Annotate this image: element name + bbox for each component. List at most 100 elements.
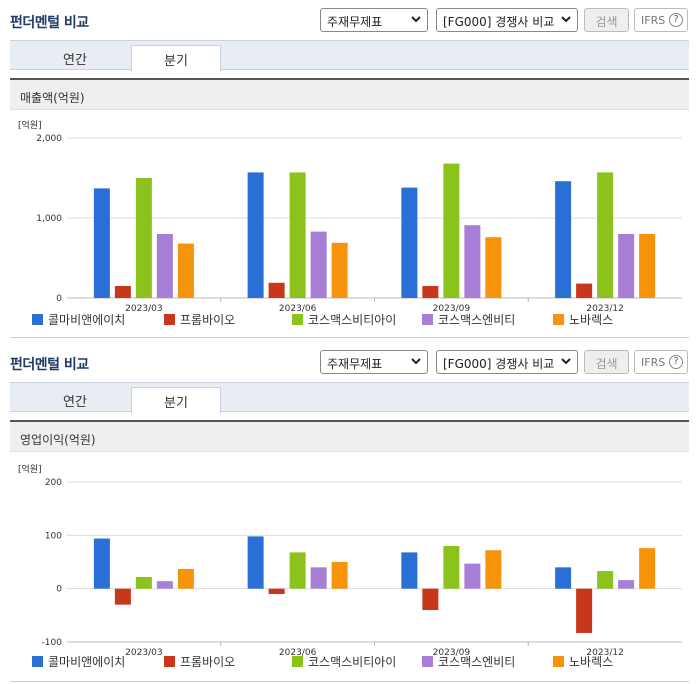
bar (618, 580, 635, 589)
chart-box-title: 매출액(억원) (20, 91, 85, 105)
bar (422, 286, 439, 298)
bar (401, 552, 418, 589)
bar (331, 562, 348, 589)
bar (289, 552, 306, 589)
legend-swatch (422, 656, 433, 667)
bar (331, 242, 348, 298)
bar (401, 187, 418, 298)
bar (618, 234, 635, 298)
legend-label: 코스맥스비티아이 (308, 313, 396, 327)
chart-box-header: 매출액(억원) (10, 80, 689, 110)
unit-label: [억원] (18, 119, 42, 131)
operating-profit-chart: [억원] -100 0 100 200 2023/03 2023/06 2023/09 2023… (18, 463, 682, 669)
bar (464, 225, 481, 298)
x-tick-label: 2023/09 (433, 648, 471, 658)
compare-select-value: [FG000] 경쟁사 비교 (443, 15, 555, 29)
bar (310, 231, 327, 298)
legend-label: 프롬바이오 (180, 655, 235, 669)
bar (639, 234, 656, 298)
bar (443, 163, 460, 298)
tab-quarterly[interactable]: 분기 (131, 45, 221, 72)
bar (639, 548, 656, 589)
legend-label: 프롬바이오 (180, 313, 235, 327)
x-tick-label: 2023/09 (433, 304, 471, 314)
y-tick-label: -100 (42, 638, 63, 648)
bar (114, 588, 131, 605)
period-tabs: 연간 분기 (10, 40, 689, 72)
section-title: 펀더멘털 비교 (10, 357, 89, 373)
statement-select[interactable]: 주재무제표 (320, 350, 428, 374)
legend-label: 콜마비앤에이치 (48, 313, 125, 327)
y-tick-label: 1,000 (36, 214, 62, 224)
fundamental-section-revenue: 펀더멘털 비교 주재무제표 [FG000] 경쟁사 비교 검색 IFRS ? 연… (0, 0, 696, 338)
tab-quarterly[interactable]: 분기 (131, 387, 221, 414)
chart-box-title: 영업이익(억원) (20, 433, 96, 447)
compare-select[interactable]: [FG000] 경쟁사 비교 (436, 350, 578, 374)
bar (289, 172, 306, 298)
bar (485, 550, 502, 589)
x-tick-label: 2023/03 (125, 304, 162, 314)
fundamental-section-operating-profit: 펀더멘털 비교 주재무제표 [FG000] 경쟁사 비교 검색 IFRS ? 연… (0, 342, 696, 684)
chart-box-header: 영업이익(억원) (10, 422, 689, 452)
bar (576, 588, 593, 633)
x-tick-label: 2023/06 (279, 304, 317, 314)
legend-label: 콜마비앤에이치 (48, 655, 125, 669)
bar (135, 576, 152, 589)
compare-select[interactable]: [FG000] 경쟁사 비교 (436, 8, 578, 32)
legend-label: 노바렉스 (569, 655, 613, 669)
bar (576, 283, 593, 298)
chart-box: 매출액(억원) [억원] 0 1,000 2,000 2023/03 2023/06 202… (10, 78, 689, 338)
statement-select-value: 주재무제표 (327, 15, 383, 29)
statement-select[interactable]: 주재무제표 (320, 8, 428, 32)
legend-swatch (292, 656, 303, 667)
x-tick-label: 2023/12 (586, 304, 623, 314)
legend-swatch (553, 656, 564, 667)
bar (247, 172, 264, 298)
bar (114, 286, 131, 298)
bar (555, 567, 572, 589)
legend-swatch (164, 656, 175, 667)
legend-swatch (32, 656, 43, 667)
ifrs-button[interactable]: IFRS ? (634, 350, 688, 374)
search-button[interactable]: 검색 (584, 350, 629, 374)
bar (177, 568, 194, 589)
bar (135, 178, 152, 298)
bar (555, 181, 572, 298)
legend-swatch (422, 314, 433, 325)
revenue-chart: [억원] 0 1,000 2,000 2023/03 2023/06 2023/09 2023… (18, 119, 682, 327)
unit-label: [억원] (18, 463, 42, 475)
bar (485, 237, 502, 298)
y-tick-label: 2,000 (36, 134, 62, 144)
bar (93, 538, 110, 589)
period-tabs: 연간 분기 (10, 382, 689, 414)
legend-swatch (164, 314, 175, 325)
legend-swatch (32, 314, 43, 325)
legend-label: 코스맥스비티아이 (308, 655, 396, 669)
y-tick-label: 100 (45, 531, 62, 541)
tab-annual[interactable]: 연간 (63, 53, 87, 68)
bar (93, 188, 110, 298)
legend-label: 코스맥스엔비티 (438, 655, 515, 669)
ifrs-label: IFRS (641, 14, 666, 27)
help-icon: ? (669, 355, 683, 369)
bar (597, 571, 614, 589)
y-tick-label: 0 (56, 294, 62, 304)
bar (177, 243, 194, 298)
search-button[interactable]: 검색 (584, 8, 629, 32)
ifrs-button[interactable]: IFRS ? (634, 8, 688, 32)
x-tick-label: 2023/03 (125, 648, 162, 658)
legend-swatch (292, 314, 303, 325)
compare-select-value: [FG000] 경쟁사 비교 (443, 357, 555, 371)
chevron-down-icon (411, 358, 421, 365)
chevron-down-icon (411, 16, 421, 23)
bar (156, 581, 173, 589)
chart-box: 영업이익(억원) [억원] -100 0 100 200 2023/03 2023/06 20… (10, 420, 689, 682)
x-tick-label: 2023/06 (279, 648, 317, 658)
chevron-down-icon (561, 358, 571, 365)
legend-label: 노바렉스 (569, 313, 613, 327)
section-header: 펀더멘털 비교 주재무제표 [FG000] 경쟁사 비교 검색 IFRS ? (0, 0, 696, 34)
bar (268, 588, 285, 594)
bar (247, 536, 264, 589)
bar (156, 234, 173, 298)
tab-annual[interactable]: 연간 (63, 395, 87, 410)
